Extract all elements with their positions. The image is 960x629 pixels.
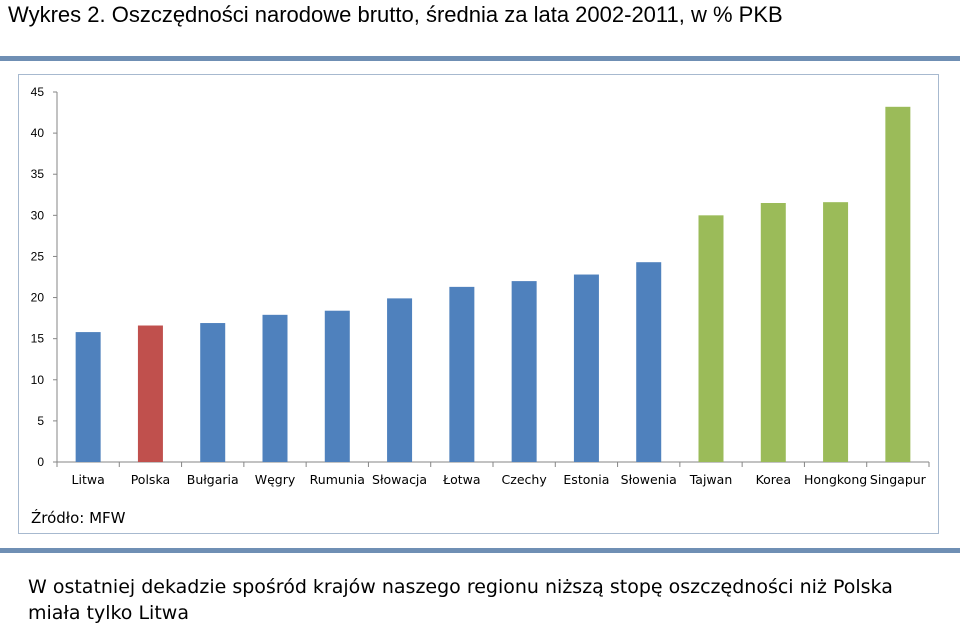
bar-litwa	[75, 332, 101, 462]
x-tick-label: Singapur	[870, 472, 927, 487]
bar-węgry	[262, 314, 288, 462]
x-tick-label: Bułgaria	[187, 472, 239, 487]
bottom-divider	[0, 548, 960, 553]
y-tick-label: 40	[31, 126, 45, 140]
bar-słowacja	[387, 298, 413, 462]
y-tick-label: 10	[31, 373, 45, 387]
x-tick-label: Słowacja	[372, 472, 427, 487]
x-tick-label: Hongkong	[804, 472, 867, 487]
x-tick-label: Estonia	[563, 472, 609, 487]
bar-łotwa	[449, 286, 475, 462]
y-tick-label: 25	[31, 249, 45, 263]
bar-polska	[137, 325, 163, 462]
top-divider	[0, 56, 960, 61]
y-tick-label: 45	[31, 85, 45, 99]
y-tick-label: 20	[31, 291, 45, 305]
x-tick-label: Słowenia	[621, 472, 677, 487]
bar-hongkong	[823, 202, 849, 462]
x-tick-label: Czechy	[502, 472, 548, 487]
bar-chart: 0 5 10 15 20 25 30 35 40 45 Litwa Polska Bułgaria Węg…	[31, 85, 930, 487]
x-tick-label: Węgry	[255, 472, 296, 487]
bar-singapur	[885, 106, 911, 463]
y-tick-label: 5	[37, 414, 44, 428]
caption-text: W ostatniej dekadzie spośród krajów nasz…	[28, 576, 893, 624]
bar-bułgaria	[200, 323, 226, 462]
chart-frame: 0 5 10 15 20 25 30 35 40 45 Litwa Polska Bułgaria Węg…	[18, 74, 939, 534]
bar-estonia	[573, 274, 599, 462]
source-note: Źródło: MFW	[31, 509, 126, 527]
x-tick-label: Litwa	[72, 472, 105, 487]
bar-korea	[760, 203, 786, 462]
bar-czechy	[511, 281, 537, 462]
bar-rumunia	[324, 310, 350, 462]
page-title: Wykres 2. Oszczędności narodowe brutto, …	[8, 2, 783, 27]
bar-słowenia	[636, 262, 662, 462]
y-tick-label: 35	[31, 167, 45, 181]
y-tick-label: 30	[31, 208, 45, 222]
x-tick-label: Polska	[131, 472, 170, 487]
y-tick-label: 0	[37, 455, 44, 469]
x-tick-label: Rumunia	[310, 472, 365, 487]
x-tick-label: Korea	[756, 472, 791, 487]
x-tick-label: Łotwa	[442, 472, 480, 487]
bar-tajwan	[698, 215, 724, 462]
y-tick-label: 15	[31, 332, 45, 346]
x-tick-label: Tajwan	[689, 472, 733, 487]
